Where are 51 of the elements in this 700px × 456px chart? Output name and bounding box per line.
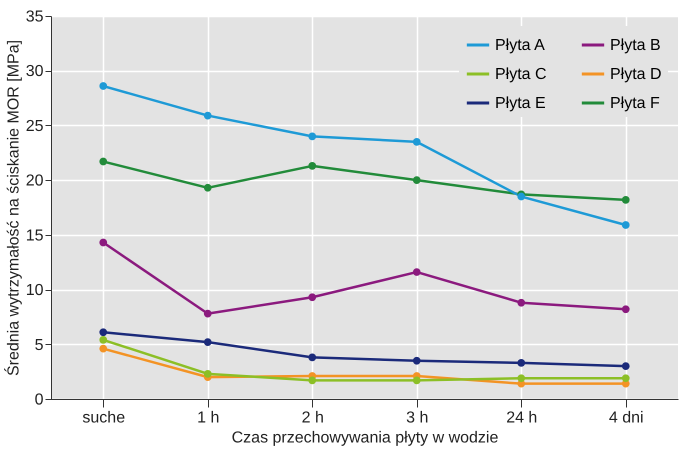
- point: [622, 305, 630, 314]
- x-axis-title: Czas przechowywania płyty w wodzie: [232, 430, 498, 446]
- point: [412, 376, 421, 384]
- point: [308, 293, 316, 302]
- point: [517, 298, 526, 307]
- y-axis-title: Średnia wytrzymałość na ściskanie MOR [MPa]: [4, 40, 23, 376]
- point: [622, 374, 630, 382]
- point: [517, 359, 526, 367]
- point: [99, 344, 108, 353]
- point: [308, 376, 316, 384]
- point: [99, 238, 108, 246]
- x-tick-label: 2 h: [302, 410, 324, 426]
- legend-label: Płyta E: [495, 95, 546, 112]
- point: [99, 82, 108, 90]
- x-tick-label: 24 h: [506, 410, 538, 426]
- legend-label: Płyta B: [610, 37, 661, 54]
- legend-label: Płyta A: [495, 37, 546, 54]
- point: [99, 158, 108, 166]
- point: [204, 338, 212, 346]
- y-tick-label: 25: [26, 118, 44, 135]
- legend-label: Płyta D: [610, 66, 662, 83]
- y-tick-label: 20: [26, 172, 44, 190]
- point: [204, 370, 212, 378]
- legend-label: Płyta F: [610, 95, 660, 112]
- y-tick-label: 10: [26, 282, 44, 300]
- y-tick-label: 5: [34, 336, 44, 354]
- y-tick-label: 30: [26, 63, 44, 80]
- point: [622, 196, 630, 204]
- point: [412, 356, 421, 365]
- x-tick-label: suche: [82, 410, 126, 426]
- point: [622, 362, 630, 370]
- y-tick-label: 0: [34, 392, 44, 408]
- y-tick-label: 35: [26, 8, 44, 26]
- point: [412, 176, 421, 184]
- point: [517, 374, 526, 382]
- y-tick-label: 15: [26, 227, 44, 244]
- x-tick-label: 1 h: [197, 410, 220, 426]
- legend-label: Płyta C: [495, 66, 547, 83]
- x-tick-label: 3 h: [406, 410, 428, 426]
- point: [204, 310, 212, 318]
- point: [308, 354, 316, 362]
- point: [99, 328, 108, 336]
- point: [622, 221, 630, 229]
- x-tick-label: 4 dni: [608, 410, 644, 426]
- point: [308, 162, 316, 170]
- point: [204, 184, 212, 192]
- point: [99, 336, 108, 344]
- point: [412, 268, 421, 276]
- point: [204, 112, 212, 120]
- point: [412, 138, 421, 146]
- point: [308, 132, 316, 140]
